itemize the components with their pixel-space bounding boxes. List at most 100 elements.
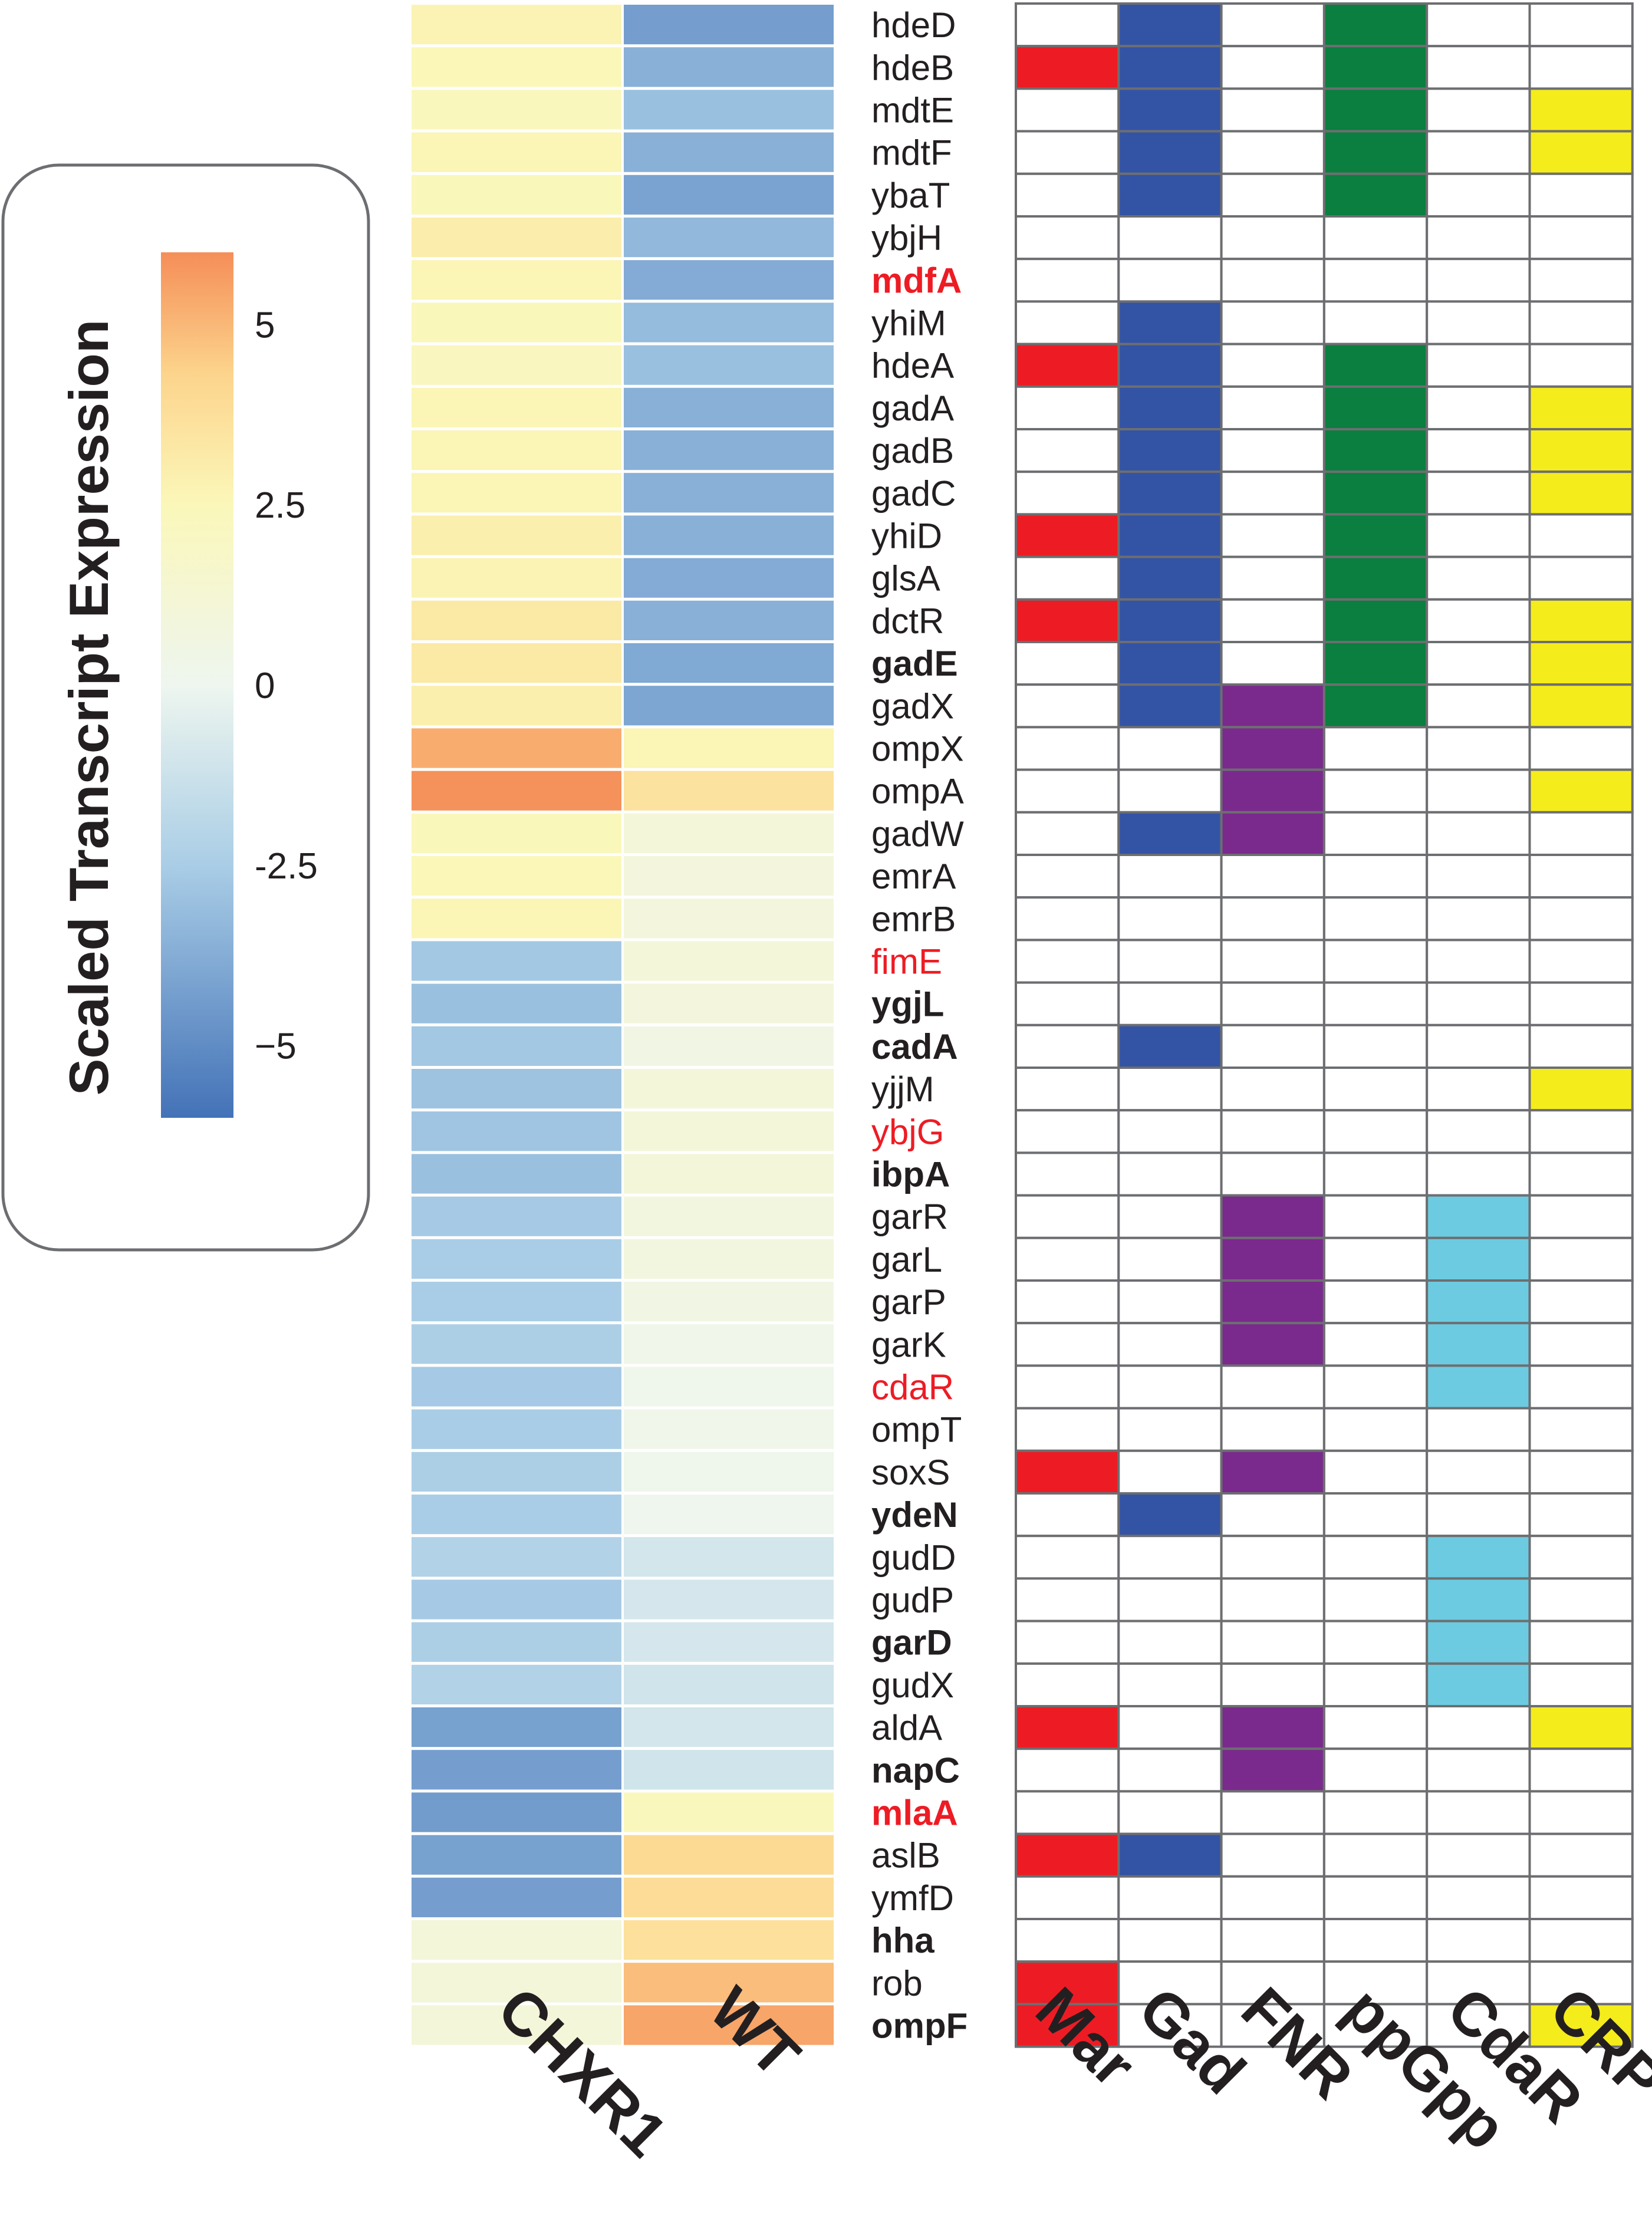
reg-cell-mar-fimE bbox=[1015, 939, 1120, 984]
reg-cell-fnr-gadX bbox=[1220, 683, 1325, 729]
heatmap-cell-wt-hdeB bbox=[624, 47, 834, 87]
reg-cell-crp-ybaT bbox=[1528, 172, 1634, 218]
reg-cell-fnr-glsA bbox=[1220, 555, 1325, 601]
reg-cell-mar-mdtE bbox=[1015, 87, 1120, 133]
reg-cell-ppgpp-hdeD bbox=[1322, 2, 1429, 48]
reg-cell-fnr-hdeA bbox=[1220, 343, 1325, 388]
reg-cell-gad-emrA bbox=[1117, 854, 1223, 899]
reg-cell-cdar-ygjL bbox=[1426, 981, 1531, 1026]
reg-cell-cdar-emrB bbox=[1426, 896, 1531, 942]
gene-label-hdeB: hdeB bbox=[871, 48, 954, 87]
gene-label-mdfA: mdfA bbox=[871, 261, 962, 300]
reg-cell-ppgpp-hdeA bbox=[1322, 343, 1429, 388]
gene-label-ybjH: ybjH bbox=[871, 218, 942, 258]
heatmap-cell-wt-ompT bbox=[624, 1409, 834, 1449]
heatmap-cell-chxr1-emrA bbox=[412, 856, 621, 896]
reg-cell-mar-hdeB bbox=[1015, 45, 1120, 90]
reg-cell-ppgpp-hha bbox=[1322, 1918, 1429, 1963]
reg-cell-gad-ybjH bbox=[1117, 215, 1223, 261]
reg-cell-crp-ybjG bbox=[1528, 1109, 1634, 1154]
heatmap-cell-chxr1-ybaT bbox=[412, 175, 621, 215]
reg-cell-crp-ompT bbox=[1528, 1407, 1634, 1452]
reg-cell-ppgpp-ibpA bbox=[1322, 1151, 1429, 1197]
reg-cell-gad-emrB bbox=[1117, 896, 1223, 942]
reg-cell-crp-ymfD bbox=[1528, 1875, 1634, 1921]
reg-cell-cdar-gadE bbox=[1426, 641, 1531, 686]
reg-cell-crp-garK bbox=[1528, 1322, 1634, 1367]
reg-cell-crp-fimE bbox=[1528, 939, 1634, 984]
reg-cell-mar-cadA bbox=[1015, 1023, 1120, 1069]
gene-label-emrA: emrA bbox=[871, 857, 956, 896]
reg-cell-crp-mdtE bbox=[1528, 87, 1634, 133]
heatmap-cell-chxr1-aslB bbox=[412, 1835, 621, 1875]
reg-cell-gad-gadX bbox=[1117, 683, 1223, 729]
gene-label-ybaT: ybaT bbox=[871, 176, 950, 215]
heatmap-cell-wt-garR bbox=[624, 1196, 834, 1236]
reg-cell-ppgpp-ygjL bbox=[1322, 981, 1429, 1026]
reg-cell-ppgpp-fimE bbox=[1322, 939, 1429, 984]
reg-cell-cdar-ybjG bbox=[1426, 1109, 1531, 1154]
reg-cell-fnr-cadA bbox=[1220, 1023, 1325, 1069]
reg-cell-gad-garD bbox=[1117, 1620, 1223, 1665]
reg-cell-mar-gadE bbox=[1015, 641, 1120, 686]
reg-cell-gad-hha bbox=[1117, 1918, 1223, 1963]
reg-cell-crp-ompA bbox=[1528, 768, 1634, 814]
reg-cell-mar-mdtF bbox=[1015, 130, 1120, 175]
reg-cell-mar-gudP bbox=[1015, 1577, 1120, 1622]
reg-cell-gad-yhiM bbox=[1117, 300, 1223, 345]
reg-cell-gad-gadA bbox=[1117, 385, 1223, 430]
gene-label-napC: napC bbox=[871, 1750, 960, 1790]
gene-label-gudD: gudD bbox=[871, 1538, 956, 1577]
heatmap-cell-chxr1-gadE bbox=[412, 643, 621, 683]
reg-cell-crp-ydeN bbox=[1528, 1492, 1634, 1538]
reg-cell-crp-gudD bbox=[1528, 1535, 1634, 1580]
reg-cell-fnr-yhiM bbox=[1220, 300, 1325, 345]
reg-cell-mar-ybjG bbox=[1015, 1109, 1120, 1154]
heatmap-cell-wt-yhiM bbox=[624, 302, 834, 343]
heatmap-cell-wt-gadX bbox=[624, 686, 834, 726]
heatmap-cell-wt-dctR bbox=[624, 600, 834, 640]
gene-label-ibpA: ibpA bbox=[871, 1155, 950, 1194]
reg-cell-crp-garD bbox=[1528, 1620, 1634, 1665]
heatmap-cell-wt-ibpA bbox=[624, 1154, 834, 1194]
reg-cell-ppgpp-gudX bbox=[1322, 1662, 1429, 1708]
gene-label-ybjG: ybjG bbox=[871, 1112, 944, 1151]
reg-cell-ppgpp-mdtF bbox=[1322, 130, 1429, 175]
reg-cell-mar-ybjH bbox=[1015, 215, 1120, 261]
reg-cell-fnr-ompX bbox=[1220, 726, 1325, 771]
heatmap-cell-wt-ymfD bbox=[624, 1877, 834, 1917]
reg-cell-fnr-mdfA bbox=[1220, 258, 1325, 303]
heatmap-cell-chxr1-gadW bbox=[412, 813, 621, 853]
heatmap-cell-wt-ygjL bbox=[624, 983, 834, 1023]
gene-label-hdeD: hdeD bbox=[871, 5, 956, 45]
reg-cell-ppgpp-dctR bbox=[1322, 598, 1429, 643]
reg-cell-ppgpp-garD bbox=[1322, 1620, 1429, 1665]
reg-cell-cdar-rob bbox=[1426, 1960, 1531, 2006]
reg-cell-mar-garR bbox=[1015, 1194, 1120, 1239]
reg-cell-ppgpp-gudD bbox=[1322, 1535, 1429, 1580]
heatmap-cell-chxr1-cadA bbox=[412, 1026, 621, 1066]
reg-cell-crp-yjjM bbox=[1528, 1067, 1634, 1112]
heatmap-cell-wt-mdfA bbox=[624, 260, 834, 300]
reg-cell-ppgpp-ybjG bbox=[1322, 1109, 1429, 1154]
heatmap-cell-chxr1-gadB bbox=[412, 430, 621, 470]
gene-label-ompF: ompF bbox=[871, 2006, 967, 2046]
reg-cell-crp-garR bbox=[1528, 1194, 1634, 1239]
reg-cell-crp-ompF bbox=[1528, 2003, 1634, 2048]
heatmap-cell-wt-napC bbox=[624, 1750, 834, 1790]
regulator-grid bbox=[1015, 2, 1634, 2048]
heatmap-cell-chxr1-aldA bbox=[412, 1707, 621, 1747]
gene-label-fimE: fimE bbox=[871, 942, 942, 982]
heatmap-cell-wt-garL bbox=[624, 1239, 834, 1279]
reg-cell-cdar-garD bbox=[1426, 1620, 1531, 1665]
reg-cell-cdar-yjjM bbox=[1426, 1067, 1531, 1112]
reg-cell-mar-emrA bbox=[1015, 854, 1120, 899]
heatmap-cell-wt-rob bbox=[624, 1963, 834, 2003]
heatmap-cell-wt-gadB bbox=[624, 430, 834, 470]
reg-cell-mar-ibpA bbox=[1015, 1151, 1120, 1197]
reg-cell-gad-gudX bbox=[1117, 1662, 1223, 1708]
heatmap-cell-chxr1-ygjL bbox=[412, 983, 621, 1023]
heatmap-cell-wt-mdtF bbox=[624, 132, 834, 172]
reg-cell-ppgpp-yhiD bbox=[1322, 513, 1429, 558]
